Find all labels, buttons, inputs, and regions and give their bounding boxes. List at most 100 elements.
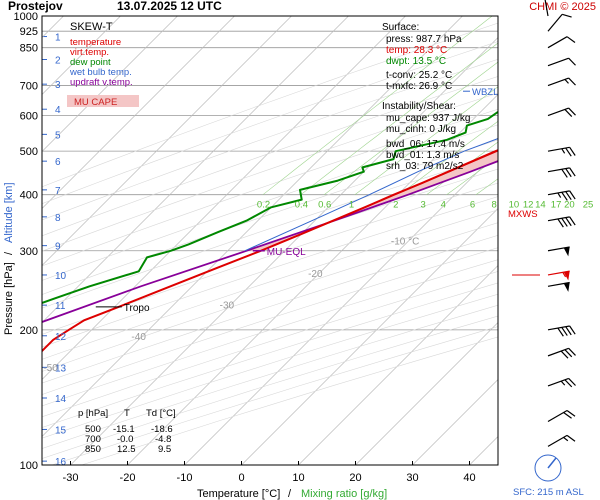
dry-adiabat	[42, 108, 498, 267]
mixing-ratio-label: 0.2	[257, 200, 270, 211]
t-mxfc: t-mxfc: 26.9 °C	[386, 81, 452, 92]
surface-pressure: press: 987.7 hPa	[386, 34, 462, 45]
wind-barb-flag	[564, 109, 573, 117]
wind-barb	[547, 377, 576, 388]
wind-barb	[547, 246, 570, 257]
hodograph-circle	[534, 454, 562, 482]
mixing-ratio-label: 25	[583, 200, 594, 211]
dry-adiabat	[42, 271, 498, 418]
wind-barb-flag	[561, 191, 568, 201]
table-row-850-p: 850	[85, 444, 101, 455]
altitude-tick-label: 11	[55, 301, 66, 312]
mixing-ratio-line	[497, 193, 498, 195]
wind-barb-flag	[568, 377, 576, 386]
tropopause-label: Tropo	[124, 303, 150, 314]
wind-barb	[547, 57, 576, 67]
chart-labels: 1000925850700600500400300200100123456789…	[14, 11, 594, 484]
wind-barb-staff	[547, 270, 570, 276]
wind-barb	[547, 281, 570, 292]
x-tick-label: 30	[406, 472, 418, 484]
y-axis-label-sep: /	[3, 251, 15, 255]
wind-barb	[547, 36, 576, 49]
x-tick-label: 40	[463, 472, 475, 484]
mixing-ratio-line	[426, 141, 498, 195]
wind-barb-staff	[547, 434, 568, 447]
wind-barb	[547, 325, 576, 337]
isotherm-label: -40	[131, 332, 146, 343]
legend-updraft: updraft v.temp.	[70, 77, 133, 88]
wind-barb-staff	[547, 409, 568, 423]
table-row-850-td: 9.5	[158, 444, 171, 455]
wind-barb-flag	[564, 379, 573, 388]
mu-cinh: mu_cinh: 0 J/kg	[386, 124, 456, 135]
wind-barb-half	[561, 148, 566, 154]
altitude-tick-label: 3	[55, 80, 61, 91]
wind-barb-flag	[561, 217, 568, 227]
chart-grid	[42, 16, 600, 465]
wind-barb	[547, 167, 576, 178]
wind-barb	[547, 77, 576, 87]
wind-barb-staff	[547, 347, 569, 357]
wind-barb-staff	[547, 281, 570, 287]
y-axis-label-pressure: Pressure [hPa]	[3, 262, 15, 335]
wind-barb-staff	[547, 57, 569, 67]
wind-barb-staff	[543, 0, 549, 17]
wind-barb	[547, 409, 576, 423]
mixing-ratio-line	[557, 16, 600, 195]
altitude-tick-label: 16	[55, 457, 67, 468]
table-header-td: Td [°C]	[146, 408, 176, 419]
wind-barb-staff	[547, 107, 569, 117]
isotherm-label: -20	[308, 269, 323, 280]
altitude-tick-label: 6	[55, 157, 61, 168]
wind-barb-flag	[563, 412, 572, 419]
wind-barb-flag	[569, 147, 576, 156]
series-lines	[42, 111, 498, 353]
mixing-ratio-line	[354, 86, 498, 195]
parcel-table: p [hPa] T Td [°C] 500 -15.1 -18.6 700 -0…	[78, 408, 176, 455]
mixing-ratio-label: 2	[393, 200, 398, 211]
wind-barb-pennant	[563, 282, 570, 292]
pressure-tick-label: 300	[20, 246, 38, 258]
mixing-ratio-label: 3	[420, 200, 425, 211]
legend-virt-temp: virt.temp.	[70, 47, 109, 58]
wind-barb-half	[557, 192, 562, 198]
wind-barb-flag	[569, 167, 576, 177]
wind-barb-flag	[557, 327, 564, 337]
surface-dewpoint: dwpt: 13.5 °C	[386, 56, 446, 67]
series-wet-bulb-temp-	[244, 138, 498, 252]
mixing-ratio-label: 8	[491, 200, 496, 211]
mxws-label: MXWS	[508, 209, 538, 220]
dry-adiabat	[81, 336, 498, 465]
mixing-ratio-label: 4	[441, 200, 446, 211]
isotherm	[70, 37, 498, 465]
surface-heading: Surface:	[382, 22, 419, 33]
wind-barb-flag	[557, 218, 564, 228]
wind-barb	[547, 434, 576, 447]
altitude-tick-label: 2	[55, 56, 61, 67]
mixing-ratio-label: 12	[523, 200, 534, 211]
table-row-500-t: -15.1	[113, 424, 135, 435]
mixing-ratio-line	[300, 42, 498, 195]
wind-barb-half	[564, 78, 569, 84]
wind-barb-flag	[568, 57, 576, 66]
copyright: CHMI © 2025	[529, 1, 596, 13]
table-row-500-p: 500	[85, 424, 101, 435]
altitude-tick-label: 9	[55, 242, 61, 253]
wind-barb-flag	[565, 147, 572, 157]
wind-barb-flag	[568, 347, 576, 356]
altitude-tick-label: 4	[55, 105, 61, 116]
dry-adiabat	[42, 196, 498, 348]
mixing-ratio-label: 0.4	[295, 200, 308, 211]
dry-adiabat	[42, 235, 498, 384]
dry-adiabat	[42, 247, 498, 395]
wind-barb-staff	[547, 246, 570, 252]
mixing-ratio-label: 6	[470, 200, 475, 211]
wind-barb-flag	[565, 217, 572, 227]
dry-adiabat	[42, 22, 498, 188]
isotherm	[298, 265, 498, 465]
cape-legend-label: MU CAPE	[74, 97, 117, 108]
y-axis-label-altitude: Altitude [km]	[3, 182, 15, 243]
mixing-ratio-line	[398, 120, 498, 195]
wind-barb-flag	[566, 36, 576, 43]
